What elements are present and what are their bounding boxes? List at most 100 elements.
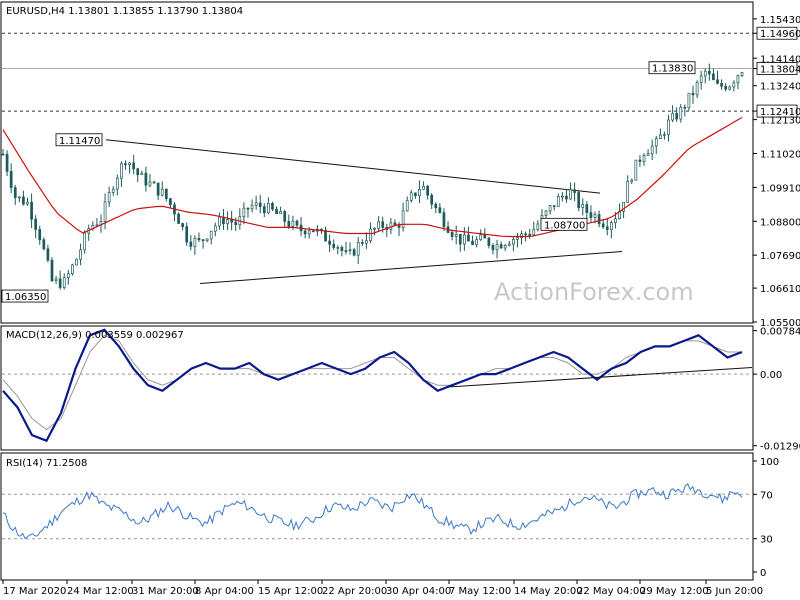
candle-body [148, 181, 152, 186]
time-axis-label: 30 Apr 04:00 [386, 586, 451, 597]
time-axis-label: 17 Mar 2020 [3, 586, 66, 597]
price-axis-label: 1.14140 [760, 54, 800, 65]
price-chart-title: EURUSD,H4 1.13801 1.13855 1.13790 1.1380… [6, 6, 243, 17]
candle-body [548, 205, 552, 212]
rsi-title: RSI(14) 71.2508 [6, 458, 87, 469]
candle-body [205, 238, 209, 241]
candle-body [156, 182, 160, 196]
candle-body [356, 241, 360, 256]
candle-body [193, 238, 197, 247]
candle-body [703, 70, 707, 77]
macd-pane: 0.007841 0.00 -0.012906 [2, 327, 800, 453]
price-annotation: 1.13830 [652, 64, 693, 75]
candle-body [736, 75, 740, 84]
candle-body [658, 134, 662, 139]
candle-body [30, 201, 33, 220]
candle-body [271, 203, 274, 210]
candle-body [201, 239, 205, 242]
candle-body [340, 246, 344, 251]
moving-average-line [2, 116, 743, 238]
price-axis-label: 1.09910 [760, 183, 800, 194]
macd-trendline [449, 366, 753, 388]
candle-body [303, 230, 307, 235]
candle-body [650, 145, 654, 155]
candle-body [483, 234, 487, 239]
candle-body [160, 188, 164, 196]
candle-body [438, 207, 442, 213]
time-axis-label: 29 May 12:00 [640, 586, 709, 597]
candle-body [246, 207, 250, 210]
candle-body [307, 230, 311, 235]
candle-body [83, 232, 87, 251]
candle-body [9, 171, 13, 188]
candle-body [654, 138, 658, 147]
candle-body [5, 153, 9, 172]
candle-body [691, 92, 695, 96]
price-annotation-box [1, 289, 49, 303]
candle-body [463, 234, 466, 245]
price-axis-label: 1.13240 [760, 82, 800, 93]
time-axis-label: 31 Mar 20:00 [132, 586, 199, 597]
candle-body [609, 222, 613, 230]
candle-body [38, 229, 42, 241]
candle-body [577, 192, 581, 208]
time-axis-label: 22 May 04:00 [577, 586, 646, 597]
candle-body [565, 195, 568, 200]
candle-body [716, 79, 719, 84]
candle-body [601, 223, 605, 228]
candle-body [556, 196, 560, 207]
candle-body [234, 221, 238, 226]
candle-body [279, 211, 282, 215]
price-level-label-box [756, 62, 798, 75]
candle-body [377, 221, 380, 229]
candle-body [344, 250, 348, 252]
time-axis-label: 7 May 12:00 [449, 586, 511, 597]
candle-body [626, 180, 630, 203]
candle-body [111, 188, 115, 193]
time-axis-label: 22 Apr 20:00 [322, 586, 387, 597]
candle-body [728, 86, 732, 90]
candle-body [597, 214, 601, 225]
candle-body [58, 278, 62, 288]
candle-body [291, 220, 295, 227]
candle-body [136, 168, 140, 176]
rsi-pane: 100 70 30 0 [2, 457, 779, 579]
candle-body [164, 188, 168, 199]
candle-body [630, 179, 634, 182]
rsi-line [2, 483, 743, 540]
candle-body [573, 189, 576, 193]
price-level-label-box [756, 26, 798, 40]
candle-body [622, 202, 625, 212]
price-pane-frame [0, 1, 754, 324]
candle-body [675, 113, 679, 120]
candle-body [695, 81, 699, 96]
candle-body [593, 214, 597, 218]
candle-body [430, 194, 434, 205]
candle-body [397, 225, 401, 228]
rsi-axis-label: 70 [760, 490, 773, 501]
candle-body [699, 75, 703, 83]
candle-body [295, 220, 299, 226]
candle-body [360, 241, 364, 244]
time-axis-label: 14 May 20:00 [514, 586, 583, 597]
candle-body [405, 200, 409, 212]
time-axis-label: 24 Mar 12:00 [67, 586, 134, 597]
candle-body [332, 243, 336, 248]
candle-body [646, 153, 650, 156]
candle-body [663, 134, 666, 136]
candle-body [152, 181, 156, 184]
candle-body [254, 202, 258, 206]
macd-signal-line [2, 334, 742, 431]
price-level-label: 1.13804 [760, 65, 800, 76]
candle-body [426, 185, 429, 196]
candle-body [585, 204, 589, 213]
candle-body [46, 248, 50, 261]
candle-body [283, 211, 287, 222]
candle-body [287, 221, 291, 227]
price-annotation-box [540, 217, 588, 231]
candle-body [124, 163, 127, 166]
price-axis-label: 1.12130 [760, 116, 800, 127]
candle-body [434, 203, 438, 209]
macd-title: MACD(12,26,9) 0.003559 0.002967 [6, 330, 184, 341]
